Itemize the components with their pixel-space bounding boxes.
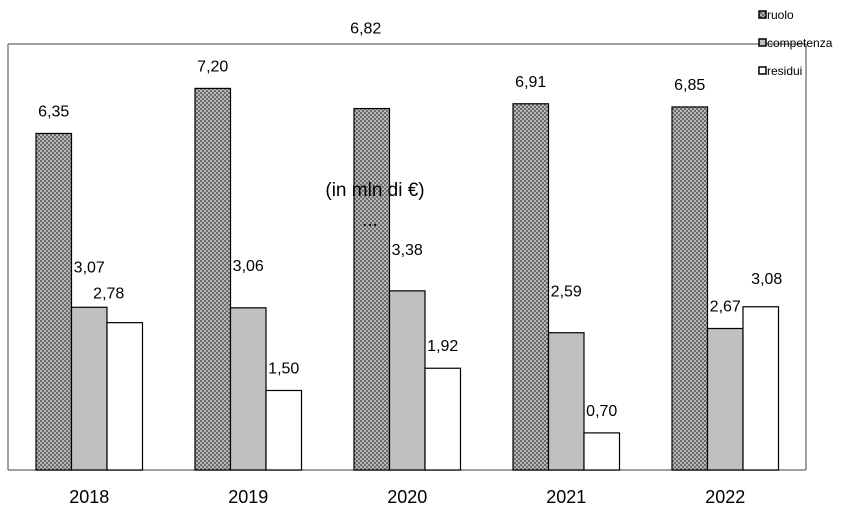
value-labels-group: 6,35 3,07 2,78 7,20 3,06 1,50 6,82 3,38 1,92 6,91… bbox=[38, 21, 782, 420]
legend-swatch-ruolo bbox=[758, 10, 767, 19]
value-label-competenza-2019: 3,06 bbox=[233, 258, 264, 275]
bars-group bbox=[35, 87, 780, 471]
value-label-ruolo-2020: 6,82 bbox=[350, 21, 381, 38]
legend: ruolo competenza residui bbox=[758, 8, 833, 78]
subtitle-ellipsis: ... bbox=[362, 210, 378, 231]
x-tick-label-2018: 2018 bbox=[69, 487, 109, 507]
bar-residui-2018 bbox=[106, 322, 144, 471]
bar-residui-2020 bbox=[424, 367, 462, 471]
value-label-ruolo-2018: 6,35 bbox=[38, 103, 69, 120]
value-label-ruolo-2019: 7,20 bbox=[197, 58, 228, 75]
legend-swatch-residui bbox=[758, 66, 767, 75]
x-tick-label-2021: 2021 bbox=[546, 487, 586, 507]
value-label-competenza-2018: 3,07 bbox=[74, 259, 105, 276]
bar-competenza-2019 bbox=[229, 307, 267, 471]
bar-residui-2022 bbox=[742, 306, 780, 471]
x-tick-label-2020: 2020 bbox=[387, 487, 427, 507]
x-axis-ticks: 2018 2019 2020 2021 2022 bbox=[69, 487, 745, 507]
value-label-competenza-2021: 2,59 bbox=[551, 284, 582, 301]
x-tick-label-2019: 2019 bbox=[228, 487, 268, 507]
value-label-residui-2018: 2,78 bbox=[93, 286, 124, 303]
bar-ruolo-2021 bbox=[512, 103, 550, 471]
bar-ruolo-2022 bbox=[671, 106, 709, 471]
bar-competenza-2021 bbox=[547, 332, 585, 471]
bar-competenza-2018 bbox=[70, 306, 108, 471]
bar-ruolo-2019 bbox=[194, 87, 232, 471]
bar-competenza-2022 bbox=[706, 327, 744, 471]
value-label-ruolo-2022: 6,85 bbox=[674, 77, 705, 94]
legend-label-residui: residui bbox=[767, 64, 802, 78]
legend-label-ruolo: ruolo bbox=[767, 8, 794, 22]
bar-residui-2019 bbox=[265, 389, 303, 471]
bar-residui-2021 bbox=[583, 432, 621, 471]
value-label-ruolo-2021: 6,91 bbox=[515, 74, 546, 91]
value-label-competenza-2022: 2,67 bbox=[710, 298, 741, 315]
bar-competenza-2020 bbox=[388, 290, 426, 471]
chart-subtitle: (in mln di €) bbox=[325, 180, 424, 201]
legend-label-competenza: competenza bbox=[767, 36, 833, 50]
value-label-competenza-2020: 3,38 bbox=[392, 242, 423, 259]
value-label-residui-2020: 1,92 bbox=[427, 338, 458, 355]
value-label-residui-2021: 0,70 bbox=[586, 403, 617, 420]
value-label-residui-2022: 3,08 bbox=[751, 271, 782, 288]
bar-ruolo-2018 bbox=[35, 132, 73, 471]
legend-swatch-competenza bbox=[758, 38, 767, 47]
bar-ruolo-2020 bbox=[353, 107, 391, 471]
x-tick-label-2022: 2022 bbox=[705, 487, 745, 507]
value-label-residui-2019: 1,50 bbox=[268, 361, 299, 378]
